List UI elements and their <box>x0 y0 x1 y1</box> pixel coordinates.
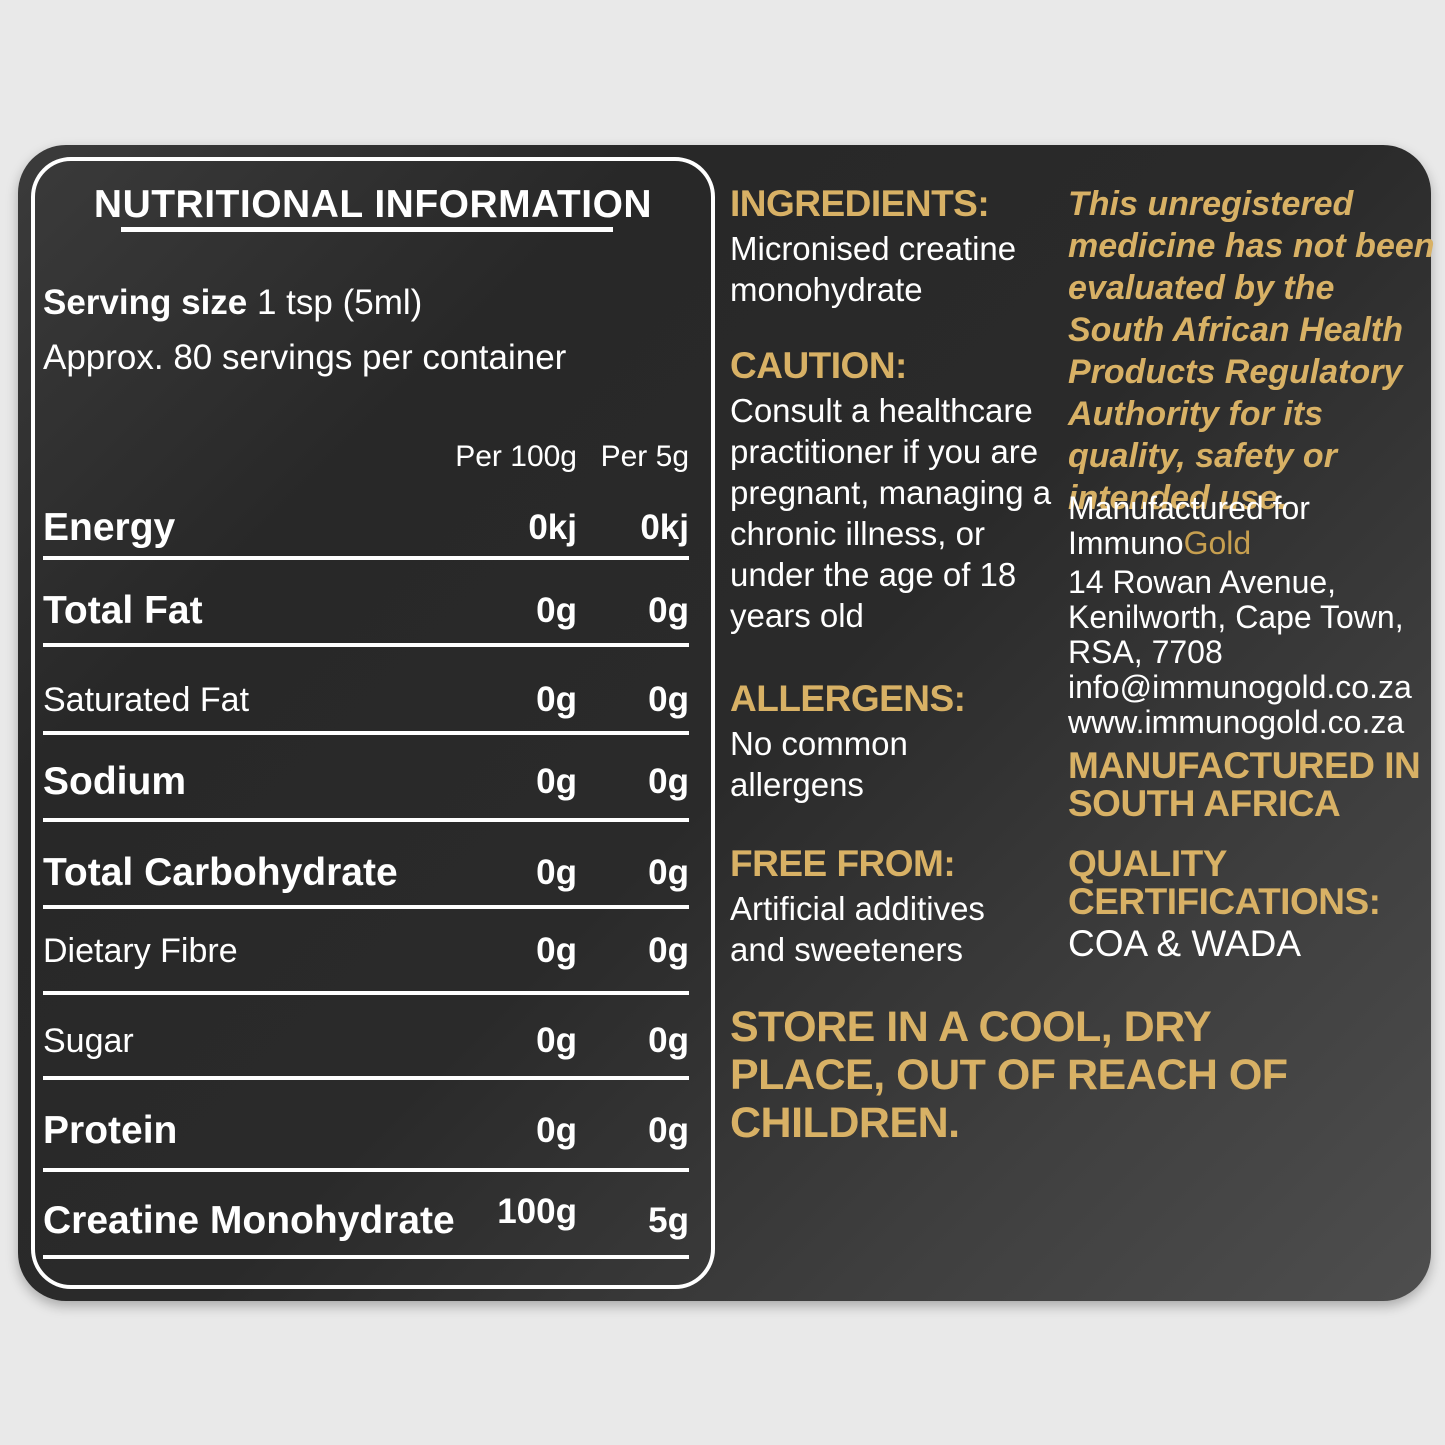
free-from-section: FREE FROM: Artificial additives and swee… <box>730 843 1060 970</box>
table-row-total-fat: Total Fat 0g 0g <box>43 589 689 633</box>
row-value-per-5g: 0g <box>648 762 689 801</box>
table-row-dietary-fibre: Dietary Fibre 0g 0g <box>43 929 689 973</box>
row-label: Energy <box>43 506 176 549</box>
row-divider <box>43 731 689 735</box>
row-value-per-100g: 0g <box>536 1021 577 1060</box>
nutrition-panel-title: NUTRITIONAL INFORMATION <box>93 183 653 226</box>
column-header-per-5g: Per 5g <box>600 440 689 473</box>
brand-name-gold: Gold <box>1183 525 1252 561</box>
ingredients-body: Micronised creatine monohydrate <box>730 230 1017 308</box>
table-row-sugar: Sugar 0g 0g <box>43 1019 689 1063</box>
row-label: Sodium <box>43 760 186 803</box>
row-value-per-100g: 0g <box>536 853 577 892</box>
address-block: 14 Rowan Avenue, Kenilworth, Cape Town, … <box>1068 565 1440 740</box>
row-label: Total Carbohydrate <box>43 851 398 894</box>
brand-name: ImmunoGold <box>1068 526 1440 561</box>
row-value-per-5g: 0g <box>648 853 689 892</box>
row-label: Total Fat <box>43 589 203 632</box>
product-label: NUTRITIONAL INFORMATION Serving size 1 t… <box>18 145 1435 1301</box>
row-label: Dietary Fibre <box>43 932 238 970</box>
quality-certifications-value: COA & WADA <box>1068 923 1302 964</box>
caution-body: Consult a healthcare practitioner if you… <box>730 392 1052 634</box>
serving-size-label: Serving size <box>43 283 248 322</box>
row-value-per-5g: 5g <box>648 1201 689 1240</box>
row-divider <box>43 991 689 995</box>
row-value-per-5g: 0g <box>648 1111 689 1150</box>
allergens-section: ALLERGENS: No common allergens <box>730 678 1060 805</box>
row-value-per-5g: 0g <box>648 680 689 719</box>
row-value-per-100g: 0kj <box>528 508 577 547</box>
row-value-per-100g: 100g <box>497 1192 577 1231</box>
row-label: Creatine Monohydrate <box>43 1199 455 1242</box>
made-in-notice: MANUFACTURED IN SOUTH AFRICA <box>1068 745 1421 824</box>
column-headers: Per 100g Per 5g <box>43 440 689 474</box>
regulatory-disclaimer: This unregistered medicine has not been … <box>1068 185 1435 517</box>
row-value-per-100g: 0g <box>536 762 577 801</box>
row-value-per-5g: 0g <box>648 931 689 970</box>
row-value-per-100g: 0g <box>536 680 577 719</box>
manufactured-for-block: Manufactured for ImmunoGold <box>1068 491 1440 561</box>
storage-notice: STORE IN A COOL, DRY PLACE, OUT OF REACH… <box>730 1003 1288 1147</box>
manufactured-for-label: Manufactured for <box>1068 490 1310 526</box>
row-divider <box>43 556 689 560</box>
table-row-sodium: Sodium 0g 0g <box>43 760 689 804</box>
allergens-body: No common allergens <box>730 725 908 803</box>
contact-email: info@immunogold.co.za <box>1068 669 1412 705</box>
caution-heading: CAUTION: <box>730 345 907 386</box>
table-row-creatine-monohydrate: Creatine Monohydrate 100g 5g <box>43 1192 689 1243</box>
row-value-per-100g: 0g <box>536 931 577 970</box>
free-from-body: Artificial additives and sweeteners <box>730 890 985 968</box>
address-line: RSA, 7708 <box>1068 634 1223 670</box>
row-value-per-5g: 0g <box>648 591 689 630</box>
row-divider <box>43 1076 689 1080</box>
row-divider <box>43 643 689 647</box>
website-url: www.immunogold.co.za <box>1068 704 1405 740</box>
table-row-protein: Protein 0g 0g <box>43 1109 689 1153</box>
row-label: Saturated Fat <box>43 681 250 719</box>
allergens-heading: ALLERGENS: <box>730 678 966 719</box>
ingredients-heading: INGREDIENTS: <box>730 183 990 224</box>
column-header-per-100g: Per 100g <box>455 440 577 473</box>
row-value-per-5g: 0kj <box>640 508 689 547</box>
brand-name-immuno: Immuno <box>1068 525 1184 561</box>
serving-size-value: 1 tsp (5ml) <box>247 283 423 322</box>
caution-section: CAUTION: Consult a healthcare practition… <box>730 345 1060 636</box>
row-value-per-100g: 0g <box>536 591 577 630</box>
free-from-heading: FREE FROM: <box>730 843 956 884</box>
address-line: Kenilworth, Cape Town, <box>1068 599 1404 635</box>
table-row-total-carbohydrate: Total Carbohydrate 0g 0g <box>43 851 689 895</box>
serving-size-line: Serving size 1 tsp (5ml) <box>43 283 422 323</box>
table-row-energy: Energy 0kj 0kj <box>43 506 689 550</box>
row-divider <box>43 1255 689 1259</box>
ingredients-section: INGREDIENTS: Micronised creatine monohyd… <box>730 183 1060 310</box>
title-underline <box>121 227 613 232</box>
address-line: 14 Rowan Avenue, <box>1068 564 1337 600</box>
row-label: Protein <box>43 1109 178 1152</box>
table-row-saturated-fat: Saturated Fat 0g 0g <box>43 678 689 722</box>
quality-certifications-heading: QUALITY CERTIFICATIONS: <box>1068 843 1381 922</box>
row-divider <box>43 905 689 909</box>
row-value-per-100g: 0g <box>536 1111 577 1150</box>
row-value-per-5g: 0g <box>648 1021 689 1060</box>
servings-per-container: Approx. 80 servings per container <box>43 338 567 377</box>
nutrition-facts-panel: NUTRITIONAL INFORMATION Serving size 1 t… <box>31 157 715 1289</box>
row-divider <box>43 1168 689 1172</box>
row-label: Sugar <box>43 1022 134 1060</box>
row-divider <box>43 818 689 822</box>
